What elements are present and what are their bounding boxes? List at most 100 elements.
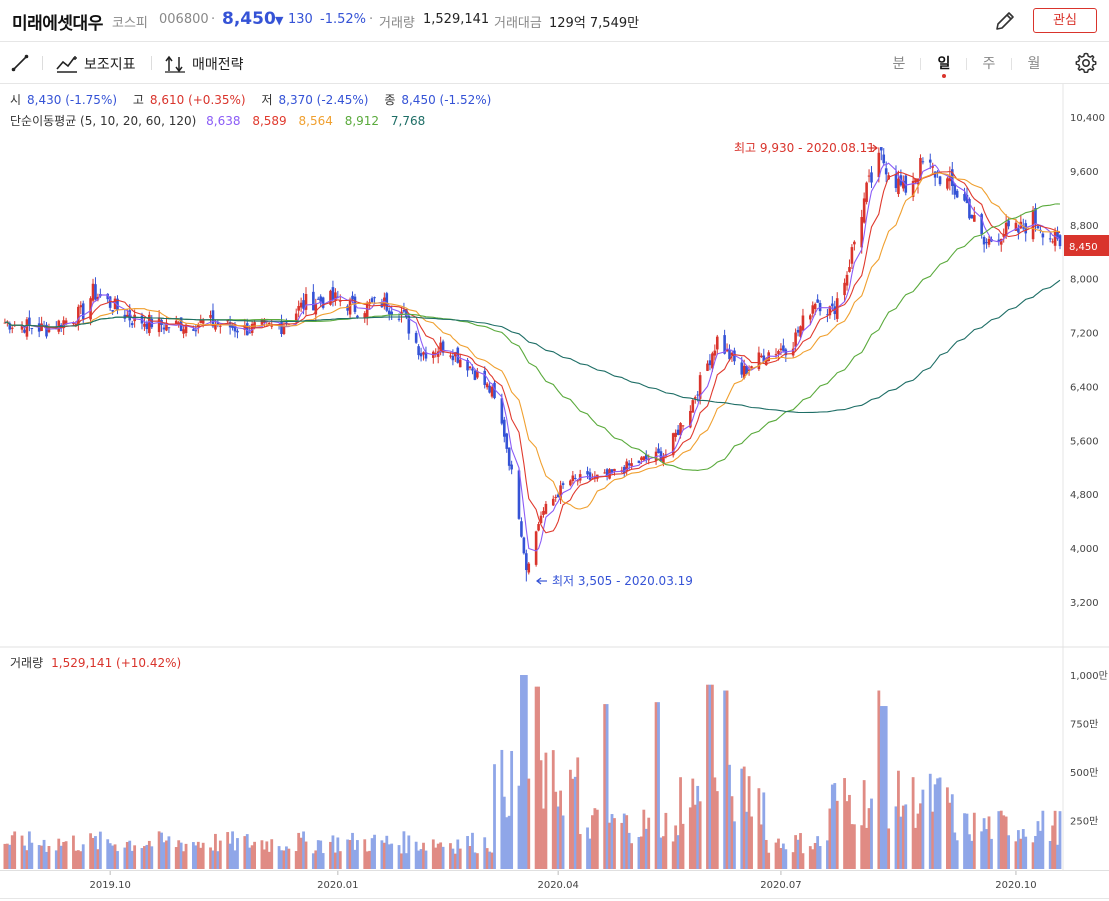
ma20-line <box>4 172 1061 510</box>
amount-value: 129억 7,549만 <box>549 16 640 31</box>
price-tick-label: 4,000 <box>1070 544 1099 555</box>
candle-body <box>848 267 851 272</box>
candle-body <box>556 494 560 498</box>
gear-icon[interactable] <box>1074 51 1098 75</box>
volume-bar <box>970 840 974 869</box>
volume-bar <box>644 828 648 869</box>
period-day-tab[interactable]: 일 <box>937 56 951 72</box>
candle-body <box>8 323 12 330</box>
volume-bar <box>713 777 717 869</box>
candle-body <box>865 182 868 202</box>
volume-bar <box>742 766 746 869</box>
volume-tick-label: 250만 <box>1070 816 1098 828</box>
candle-body <box>831 303 834 307</box>
volume-bar <box>520 675 523 869</box>
volume-bar <box>91 837 95 869</box>
candle-body <box>938 176 942 185</box>
active-period-dot <box>942 74 946 78</box>
candle-body <box>627 463 631 466</box>
period-week-tab[interactable]: 주 <box>982 56 996 72</box>
period-minute-tab[interactable]: 분 <box>892 56 906 72</box>
candle-body <box>973 215 976 222</box>
volume-bar <box>862 780 866 869</box>
volume-bar <box>493 764 496 869</box>
candle-body <box>742 365 746 378</box>
volume-bar <box>985 829 988 869</box>
volume-bar <box>40 845 44 869</box>
candle-body <box>853 241 856 245</box>
watch-button[interactable]: 관심 <box>1033 8 1097 33</box>
candle-body <box>799 326 802 337</box>
volume-bar <box>265 841 269 869</box>
volume-bar <box>130 850 134 869</box>
candle-body <box>196 324 200 327</box>
volume-bar <box>1019 838 1023 869</box>
stock-chart[interactable]: 10,400 9,600 8,800 8,000 7,200 6,400 5,600 4,80… <box>0 84 1109 901</box>
candle-body <box>760 355 763 357</box>
volume-bar <box>245 834 249 869</box>
moving-average-lines <box>4 162 1061 552</box>
candle-body <box>45 324 48 337</box>
pencil-icon[interactable] <box>993 9 1017 33</box>
volume-bar <box>534 686 538 869</box>
volume-bar <box>351 832 354 869</box>
volume-bar <box>179 842 183 869</box>
strategy-button[interactable]: 매매전략 <box>164 54 244 74</box>
candle-body <box>551 498 555 506</box>
candle-body <box>647 459 651 461</box>
volume-bar <box>62 842 66 869</box>
volume-bar <box>679 777 682 869</box>
indicator-button[interactable]: 보조지표 <box>56 54 136 74</box>
candle-body <box>1021 227 1025 229</box>
candle-body <box>1036 226 1040 229</box>
candle-body <box>725 348 729 352</box>
candle-body <box>625 461 628 471</box>
volume-bar <box>311 853 315 869</box>
draw-tool-button[interactable] <box>10 53 30 73</box>
volume-bar <box>884 706 888 869</box>
volume-bar <box>919 803 922 869</box>
candle-body <box>527 563 531 573</box>
volume-bar <box>781 843 785 869</box>
candle-body <box>813 303 817 310</box>
volume-bar <box>282 850 286 869</box>
volume-bar <box>835 800 839 869</box>
volume-bar <box>64 841 68 869</box>
period-month-tab[interactable]: 월 <box>1027 56 1041 72</box>
ma-label: 단순이동평균 (5, 10, 20, 60, 120) <box>10 114 197 128</box>
candle-body <box>999 238 1003 245</box>
volume-bar <box>945 787 949 869</box>
volume-bar <box>955 840 959 869</box>
candle-body <box>715 336 719 350</box>
candle-body <box>72 322 75 324</box>
candle-body <box>796 329 800 333</box>
volume-bar <box>76 850 80 869</box>
volume-bar <box>681 823 685 869</box>
volume-bar <box>630 843 633 869</box>
volume-bar <box>414 841 418 869</box>
volume-bar <box>544 752 548 869</box>
high-annotation-text: 최고 9,930 - 2020.08.11 <box>734 141 875 155</box>
price-tick-label: 5,600 <box>1070 436 1099 447</box>
time-axis: 2019.10 2020.01 2020.04 2020.07 2020.10 <box>89 871 1037 891</box>
candle-body <box>894 173 898 189</box>
volume-bar <box>762 792 766 869</box>
volume-bar <box>451 848 455 869</box>
volume-bar <box>304 841 308 869</box>
current-price: 8,450 <box>222 9 276 29</box>
volume-bar <box>211 850 215 869</box>
volume-bar <box>791 852 795 869</box>
volume-bar <box>333 852 337 869</box>
candle-body <box>811 305 815 314</box>
volume-bar <box>710 684 714 869</box>
candle-body <box>662 456 665 464</box>
volume-bar <box>696 785 700 869</box>
candle-body <box>826 314 829 316</box>
volume-bar <box>794 835 798 869</box>
candle-body <box>997 239 1001 242</box>
candle-body <box>573 477 577 479</box>
candle-body <box>902 180 905 189</box>
volume-bar <box>953 832 957 869</box>
candle-body <box>818 302 822 312</box>
candle-body <box>456 347 460 363</box>
